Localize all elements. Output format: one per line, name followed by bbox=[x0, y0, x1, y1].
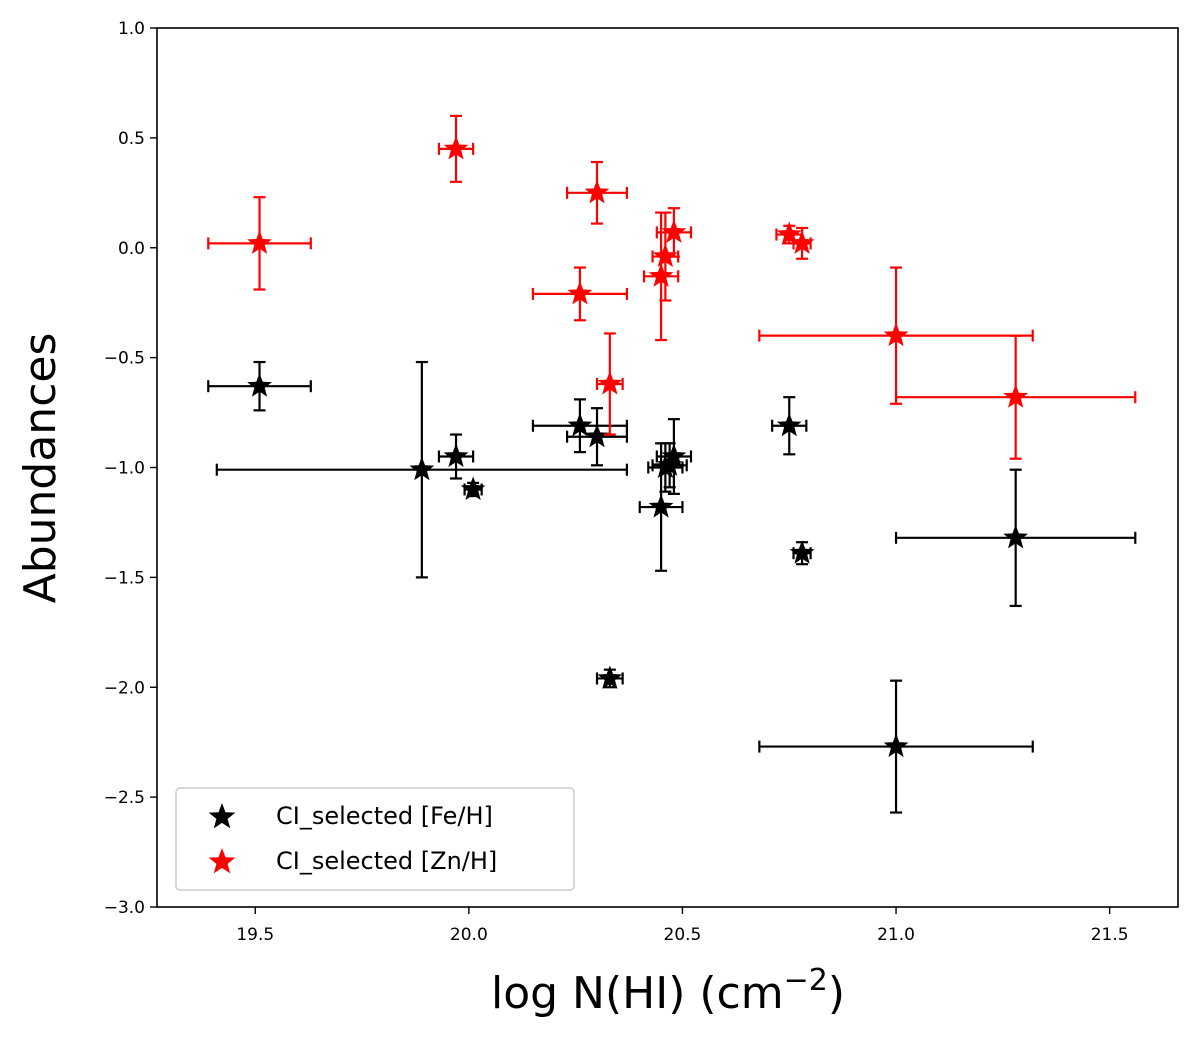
data-point bbox=[771, 396, 808, 456]
data-point bbox=[758, 266, 1034, 405]
data-point bbox=[655, 207, 693, 258]
legend-label-fe: CI_selected [Fe/H] bbox=[276, 802, 493, 830]
data-point bbox=[437, 114, 475, 183]
y-tick-label: −3.0 bbox=[104, 898, 145, 918]
x-tick-label: 20.5 bbox=[664, 925, 702, 945]
legend-box bbox=[175, 787, 575, 891]
star-marker bbox=[567, 412, 593, 437]
star-marker bbox=[1003, 524, 1029, 549]
star-marker bbox=[661, 219, 687, 243]
star-marker bbox=[648, 494, 674, 518]
x-axis: 19.5 20.0 20.5 21.0 21.5 bbox=[236, 907, 1129, 945]
star-marker bbox=[584, 179, 610, 204]
x-axis-label: log N(HI) (cm−2) bbox=[491, 963, 845, 1019]
plot-area bbox=[207, 114, 1137, 814]
star-marker bbox=[776, 221, 802, 246]
y-axis-label: Abundances bbox=[15, 333, 66, 604]
data-point bbox=[655, 418, 693, 495]
x-tick-label: 21.5 bbox=[1091, 925, 1129, 945]
y-tick-label: 0.5 bbox=[118, 129, 145, 149]
data-point bbox=[595, 332, 624, 436]
star-marker bbox=[789, 230, 815, 254]
data-point bbox=[894, 334, 1137, 460]
data-point bbox=[789, 226, 815, 260]
star-marker bbox=[648, 263, 674, 287]
data-point bbox=[531, 398, 629, 454]
x-axis-label-close: ) bbox=[828, 968, 845, 1019]
star-marker bbox=[1003, 384, 1029, 408]
star-marker bbox=[247, 373, 272, 397]
star-marker bbox=[460, 476, 486, 500]
star-marker bbox=[661, 443, 687, 468]
star-marker bbox=[653, 243, 678, 268]
y-tick-label: −1.0 bbox=[104, 459, 145, 479]
y-tick-label: −1.5 bbox=[104, 568, 145, 588]
star-marker bbox=[789, 540, 815, 564]
data-point bbox=[531, 266, 629, 322]
y-tick-label: −2.0 bbox=[104, 678, 145, 698]
x-tick-label: 19.5 bbox=[236, 925, 274, 945]
star-marker bbox=[443, 443, 469, 468]
data-point bbox=[207, 360, 312, 412]
star-marker bbox=[409, 456, 435, 481]
star-marker bbox=[247, 230, 272, 254]
y-tick-label: −0.5 bbox=[104, 349, 145, 369]
data-point bbox=[789, 540, 815, 566]
data-point bbox=[207, 196, 312, 291]
x-tick-label: 21.0 bbox=[877, 925, 915, 945]
x-axis-label-text: log N(HI) (cm bbox=[491, 968, 784, 1019]
data-point bbox=[437, 433, 475, 480]
star-marker bbox=[584, 423, 610, 448]
y-tick-label: 1.0 bbox=[118, 19, 145, 39]
y-axis: 1.0 0.5 0.0 −0.5 −1.0 −1.5 −2.0 −2.5 −3.0 bbox=[104, 19, 157, 918]
data-point bbox=[215, 360, 629, 579]
y-tick-label: −2.5 bbox=[104, 788, 145, 808]
series-zn-h bbox=[207, 114, 1137, 460]
series-fe-h bbox=[207, 360, 1137, 814]
data-point bbox=[595, 665, 624, 689]
star-marker bbox=[597, 371, 623, 395]
legend-marker-zn bbox=[208, 848, 236, 874]
legend: CI_selected [Fe/H] CI_selected [Zn/H] bbox=[175, 787, 575, 891]
star-marker bbox=[443, 135, 469, 160]
legend-label-zn: CI_selected [Zn/H] bbox=[276, 847, 497, 875]
star-marker bbox=[567, 280, 593, 305]
y-tick-label: 0.0 bbox=[118, 239, 145, 259]
data-point bbox=[460, 476, 486, 500]
x-axis-label-superscript: −2 bbox=[784, 963, 828, 998]
data-point bbox=[894, 468, 1137, 608]
legend-marker-fe bbox=[208, 803, 236, 829]
star-marker bbox=[883, 322, 909, 347]
star-marker bbox=[597, 665, 623, 689]
data-point bbox=[758, 679, 1034, 814]
x-tick-label: 20.0 bbox=[450, 925, 488, 945]
data-point bbox=[566, 407, 629, 467]
data-point bbox=[566, 160, 629, 225]
star-marker bbox=[776, 412, 802, 437]
star-marker bbox=[883, 733, 909, 758]
